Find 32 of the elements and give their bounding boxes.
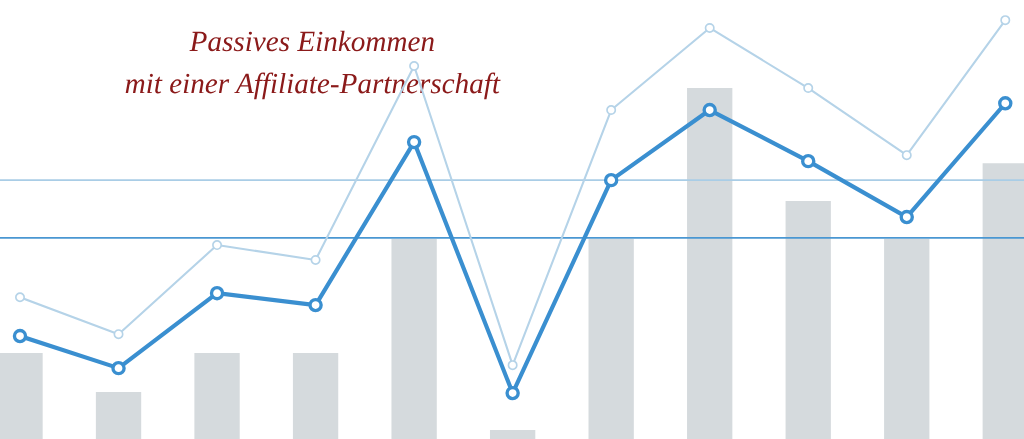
bar <box>588 238 634 439</box>
point <box>1000 15 1011 26</box>
point <box>409 61 420 72</box>
bar <box>785 201 831 439</box>
bar <box>884 238 930 439</box>
point <box>899 209 914 225</box>
point <box>702 102 717 118</box>
point <box>14 292 26 303</box>
chart-title: Passives Einkommen mit einer Affiliate-Partnerschaft <box>125 30 501 100</box>
point <box>212 240 223 251</box>
point <box>998 96 1013 111</box>
bar <box>292 353 339 439</box>
point <box>310 254 321 265</box>
bar <box>687 88 733 439</box>
point <box>308 297 323 313</box>
point <box>406 134 422 150</box>
point <box>505 385 520 401</box>
point <box>704 22 715 33</box>
point <box>507 360 518 371</box>
bar <box>95 391 142 439</box>
bar <box>489 429 536 439</box>
point <box>603 172 619 188</box>
point <box>111 360 126 376</box>
bar <box>391 238 437 439</box>
point <box>803 83 814 94</box>
bar <box>194 353 240 439</box>
point <box>801 153 816 169</box>
point <box>113 329 124 340</box>
point <box>12 328 28 344</box>
point <box>901 150 912 161</box>
point <box>606 105 617 116</box>
point <box>209 285 225 301</box>
